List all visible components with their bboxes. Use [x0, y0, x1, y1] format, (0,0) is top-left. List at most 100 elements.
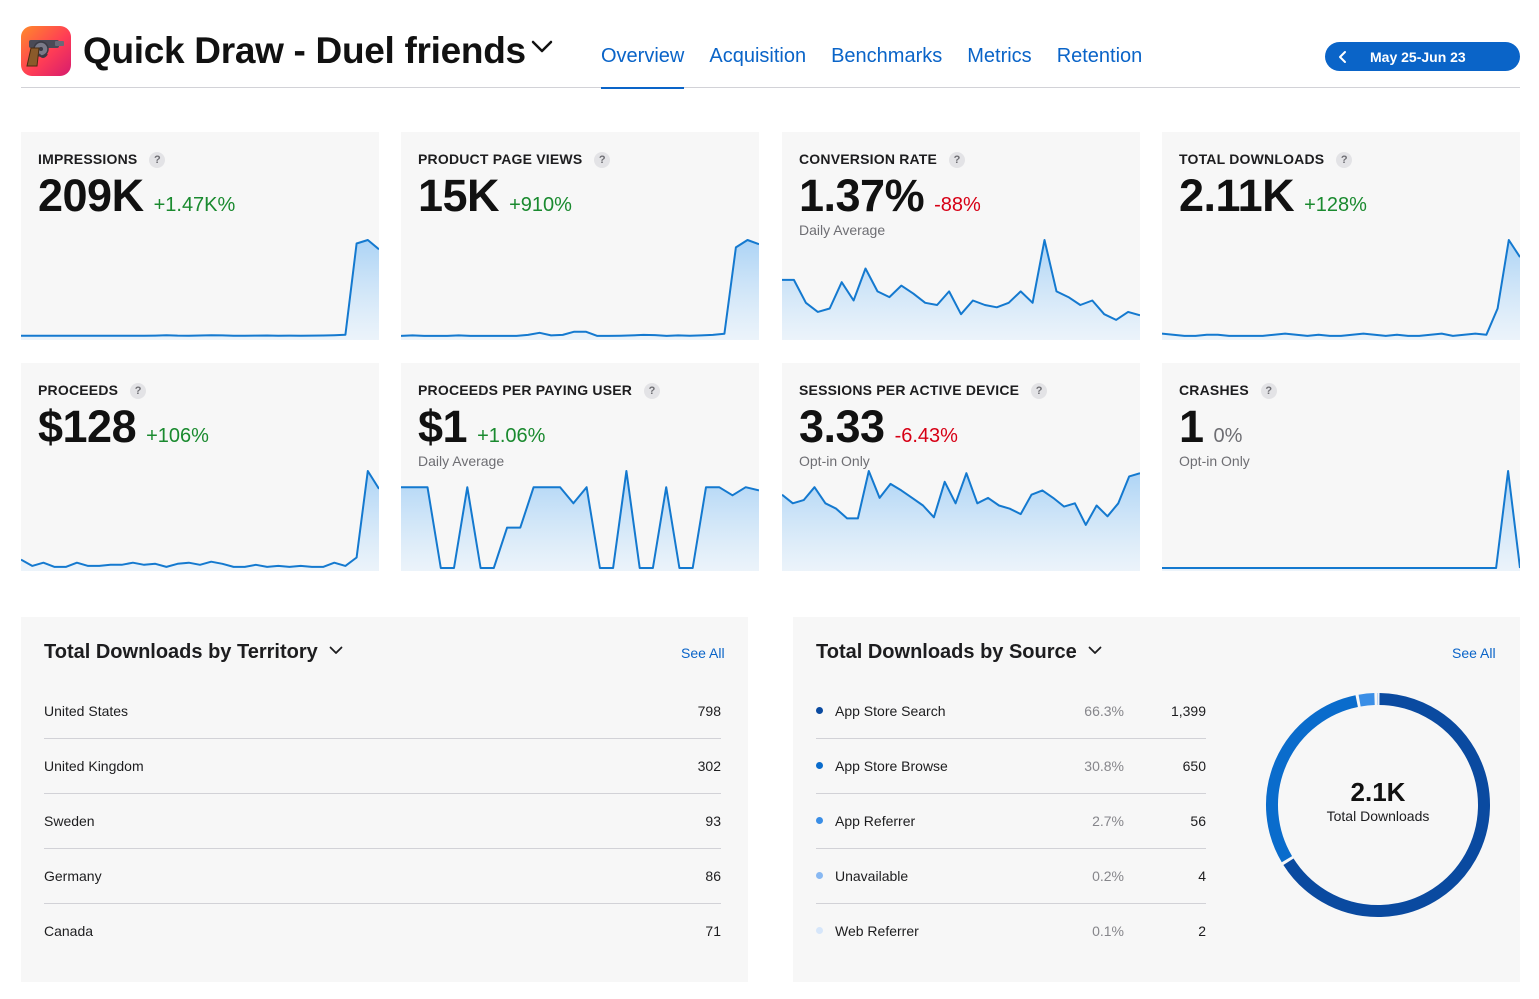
kpi-change: +128% — [1304, 194, 1367, 216]
kpi-subtitle: Daily Average — [799, 222, 886, 238]
kpi-card-conversion-rate[interactable]: CONVERSION RATE? 1.37% -88% Daily Average — [782, 132, 1140, 340]
tab-metrics[interactable]: Metrics — [967, 45, 1032, 67]
source-percent: 66.3% — [1084, 703, 1124, 719]
chevron-down-icon[interactable] — [1088, 646, 1102, 655]
help-icon[interactable]: ? — [1336, 152, 1353, 168]
app-title[interactable]: Quick Draw - Duel friends — [83, 30, 526, 71]
help-icon[interactable]: ? — [594, 152, 611, 168]
kpi-value: 209K — [38, 170, 144, 221]
help-icon[interactable]: ? — [130, 383, 147, 399]
sparkline-line — [1162, 239, 1520, 337]
kpi-card-sessions-per-active-device[interactable]: SESSIONS PER ACTIVE DEVICE? 3.33 -6.43% Opt… — [782, 363, 1140, 571]
help-icon[interactable]: ? — [949, 152, 966, 168]
legend-dot — [816, 927, 823, 934]
territory-name: Sweden — [44, 813, 95, 829]
source-title[interactable]: Total Downloads by Source — [816, 641, 1102, 664]
kpi-title-label: PROCEEDS — [38, 382, 119, 398]
kpi-value-row: 3.33 -6.43% — [799, 401, 958, 453]
app-icon[interactable] — [21, 26, 71, 76]
territory-row[interactable]: Germany 86 — [44, 849, 721, 904]
sparkline-line — [782, 470, 1140, 526]
tab-benchmarks[interactable]: Benchmarks — [831, 45, 943, 67]
kpi-card-crashes[interactable]: CRASHES? 1 0% Opt-in Only — [1162, 363, 1520, 571]
source-name: App Store Search — [835, 703, 946, 719]
revolver-icon — [26, 40, 64, 67]
help-icon[interactable]: ? — [1031, 383, 1048, 399]
kpi-change: +1.06% — [477, 425, 546, 447]
territory-row[interactable]: Canada 71 — [44, 904, 721, 959]
sparkline-line — [782, 239, 1140, 321]
kpi-title: CRASHES? — [1179, 382, 1277, 399]
territory-see-all-link[interactable]: See All — [681, 645, 725, 661]
kpi-value: $1 — [418, 401, 468, 452]
kpi-value: 2.11K — [1179, 170, 1295, 221]
kpi-title: IMPRESSIONS? — [38, 151, 166, 168]
tab-overview[interactable]: Overview — [601, 0, 685, 89]
kpi-card-product-page-views[interactable]: PRODUCT PAGE VIEWS? 15K +910% — [401, 132, 759, 340]
territory-downloads: 71 — [705, 923, 721, 939]
sparkline-line — [401, 470, 759, 569]
donut-slice — [1358, 693, 1375, 707]
kpi-card-proceeds[interactable]: PROCEEDS? $128 +106% — [21, 363, 379, 571]
legend-dot — [816, 762, 823, 769]
kpi-change: -6.43% — [894, 425, 958, 447]
kpi-sparkline — [21, 239, 379, 340]
tab-acquisition[interactable]: Acquisition — [709, 45, 807, 67]
kpi-value-row: $1 +1.06% — [418, 401, 545, 453]
kpi-value-row: 15K +910% — [418, 170, 572, 222]
donut-total-value: 2.1K — [1350, 777, 1406, 807]
source-row[interactable]: Unavailable 0.2% 4 — [816, 849, 1206, 904]
chevron-left-icon[interactable] — [1338, 50, 1348, 64]
kpi-title: CONVERSION RATE? — [799, 151, 966, 168]
sparkline-area — [21, 240, 379, 340]
kpi-title-label: IMPRESSIONS — [38, 151, 138, 167]
source-name: Web Referrer — [835, 923, 919, 939]
tab-retention[interactable]: Retention — [1056, 45, 1143, 67]
kpi-sparkline — [401, 239, 759, 340]
kpi-sparkline — [21, 470, 379, 571]
kpi-card-impressions[interactable]: IMPRESSIONS? 209K +1.47K% — [21, 132, 379, 340]
sparkline-line — [21, 239, 379, 337]
source-row[interactable]: App Referrer 2.7% 56 — [816, 794, 1206, 849]
territory-row[interactable]: Sweden 93 — [44, 794, 721, 849]
territory-title-label: Total Downloads by Territory — [44, 641, 318, 663]
source-row[interactable]: App Store Search 66.3% 1,399 — [816, 684, 1206, 739]
source-row[interactable]: Web Referrer 0.1% 2 — [816, 904, 1206, 959]
kpi-sparkline — [1162, 239, 1520, 340]
source-donut-chart — [1266, 693, 1490, 917]
territory-row[interactable]: United Kingdom 302 — [44, 739, 721, 794]
help-icon[interactable]: ? — [1260, 383, 1277, 399]
donut-slice — [1266, 695, 1358, 863]
kpi-title-label: PRODUCT PAGE VIEWS — [418, 151, 583, 167]
source-row[interactable]: App Store Browse 30.8% 650 — [816, 739, 1206, 794]
kpi-sparkline — [1162, 470, 1520, 571]
date-range-button[interactable]: May 25-Jun 23 — [1325, 42, 1520, 71]
territory-row[interactable]: United States 798 — [44, 684, 721, 739]
kpi-value: 15K — [418, 170, 500, 221]
kpi-card-proceeds-per-paying-user[interactable]: PROCEEDS PER PAYING USER? $1 +1.06% Daily A… — [401, 363, 759, 571]
kpi-value: 3.33 — [799, 401, 885, 452]
kpi-subtitle: Daily Average — [418, 453, 505, 469]
kpi-title-label: PROCEEDS PER PAYING USER — [418, 382, 633, 398]
donut-center: 2.1K Total Downloads — [1263, 777, 1493, 824]
help-icon[interactable]: ? — [149, 152, 166, 168]
help-icon[interactable]: ? — [644, 383, 661, 399]
territory-panel: Total Downloads by Territory See All Uni… — [21, 617, 748, 982]
sparkline-area — [401, 240, 759, 340]
kpi-change: +910% — [509, 194, 572, 216]
chevron-down-icon[interactable] — [329, 646, 343, 655]
source-percent: 2.7% — [1092, 813, 1124, 829]
kpi-card-total-downloads[interactable]: TOTAL DOWNLOADS? 2.11K +128% — [1162, 132, 1520, 340]
sparkline-area — [782, 471, 1140, 571]
source-see-all-link[interactable]: See All — [1452, 645, 1496, 661]
source-downloads: 2 — [1198, 923, 1206, 939]
kpi-title: SESSIONS PER ACTIVE DEVICE? — [799, 382, 1048, 399]
territory-name: United States — [44, 703, 129, 719]
source-name: App Referrer — [835, 813, 916, 829]
chevron-down-icon[interactable] — [531, 40, 553, 54]
kpi-sparkline — [782, 239, 1140, 340]
territory-title[interactable]: Total Downloads by Territory — [44, 641, 343, 664]
sparkline-line — [401, 239, 759, 337]
kpi-title-label: TOTAL DOWNLOADS — [1179, 151, 1325, 167]
donut-total-label: Total Downloads — [1326, 808, 1430, 824]
